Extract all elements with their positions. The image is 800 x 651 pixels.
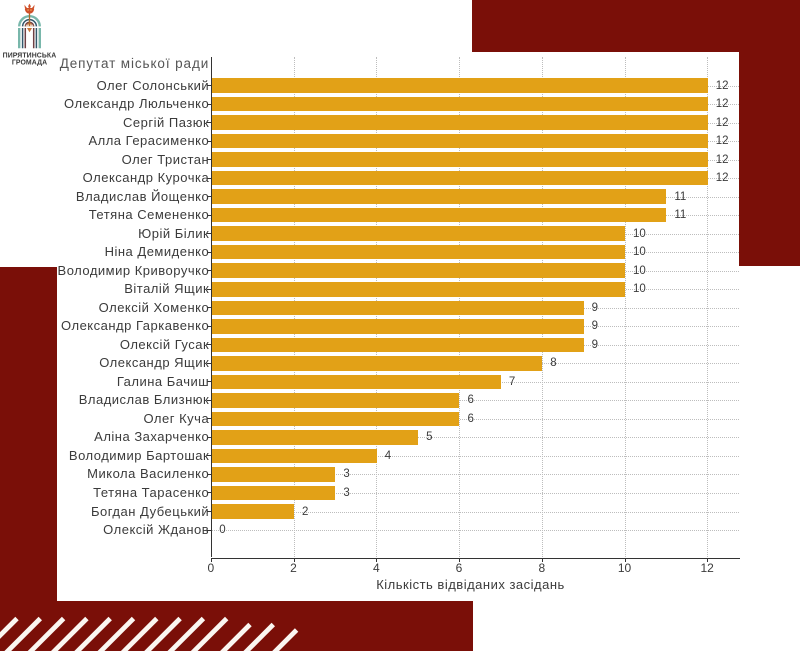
svg-text:ГРОМАДА: ГРОМАДА: [12, 60, 47, 67]
svg-text:ПИРЯТИНСЬКА: ПИРЯТИНСЬКА: [3, 52, 57, 59]
